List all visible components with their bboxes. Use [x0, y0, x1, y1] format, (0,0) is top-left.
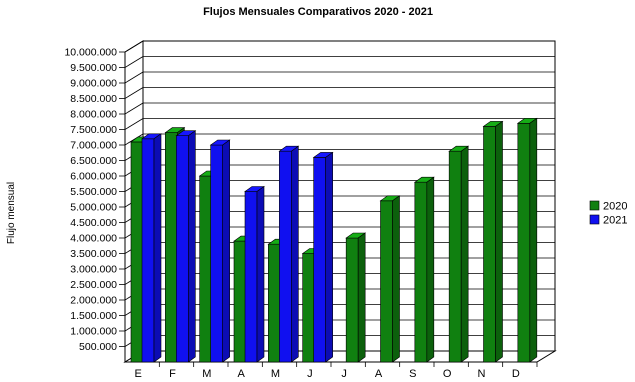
bar-2020: [379, 195, 401, 363]
x-tick-label: F: [169, 368, 176, 380]
bar-2021: [244, 185, 265, 363]
y-tick-label: 500.000: [79, 341, 117, 353]
y-tick-label: 5.000.000: [70, 202, 117, 214]
y-tick-label: 3.000.000: [70, 264, 117, 276]
bar-2021: [175, 130, 197, 363]
legend-item-2021: 2021: [589, 215, 627, 227]
svg-text:2021: 2021: [603, 215, 627, 227]
x-tick-label: A: [237, 368, 245, 380]
bar-2020: [482, 120, 504, 363]
y-tick-label: 6.000.000: [70, 171, 117, 183]
y-tick-label: 5.500.000: [70, 186, 117, 198]
y-tick-label: 8.000.000: [70, 109, 117, 121]
bar-2021: [312, 151, 334, 363]
svg-text:2020: 2020: [603, 201, 627, 213]
y-tick-label: 6.500.000: [70, 155, 117, 167]
bar-2020: [413, 176, 435, 363]
x-tick-label: M: [202, 368, 211, 380]
x-tick-label: N: [478, 368, 486, 380]
y-tick-label: 9.000.000: [70, 78, 117, 90]
y-tick-label: 8.500.000: [70, 93, 117, 105]
y-tick-label: 9.500.000: [70, 62, 117, 74]
y-tick-label: 4.000.000: [70, 233, 117, 245]
y-tick-label: 7.500.000: [70, 124, 117, 136]
legend-item-2020: 2020: [589, 201, 627, 213]
y-tick-label: 1.000.000: [70, 326, 117, 338]
x-tick-label: J: [307, 368, 313, 380]
bar-2020: [448, 145, 470, 363]
y-tick-label: 3.500.000: [70, 248, 117, 260]
y-tick-label: 10.000.000: [64, 47, 117, 59]
x-tick-label: J: [341, 368, 347, 380]
chart-title: Flujos Mensuales Comparativos 2020 - 202…: [203, 6, 433, 18]
x-tick-label: M: [271, 368, 280, 380]
x-tick-label: E: [134, 368, 141, 380]
bar-2021: [278, 145, 300, 363]
y-tick-label: 2.000.000: [70, 295, 117, 307]
bar-2021: [141, 133, 162, 363]
y-tick-label: 7.000.000: [70, 140, 117, 152]
legend: 2020 2021: [588, 196, 633, 229]
x-tick-label: S: [409, 368, 416, 380]
bar-2020: [516, 117, 538, 363]
x-tick-label: A: [375, 368, 383, 380]
y-tick-label: 1.500.000: [70, 310, 117, 322]
y-tick-label: 4.500.000: [70, 217, 117, 229]
x-tick-label: O: [443, 368, 452, 380]
y-tick-labels: 500.000 1.000.000 1.500.000 2.000.000 2.500.…: [64, 47, 117, 354]
y-axis-label: Flujo mensual: [6, 182, 17, 244]
y-tick-label: 2.500.000: [70, 279, 117, 291]
bar-2020: [345, 232, 367, 363]
bars: [130, 117, 538, 363]
x-tick-label: D: [512, 368, 520, 380]
bar-2021: [209, 139, 231, 363]
